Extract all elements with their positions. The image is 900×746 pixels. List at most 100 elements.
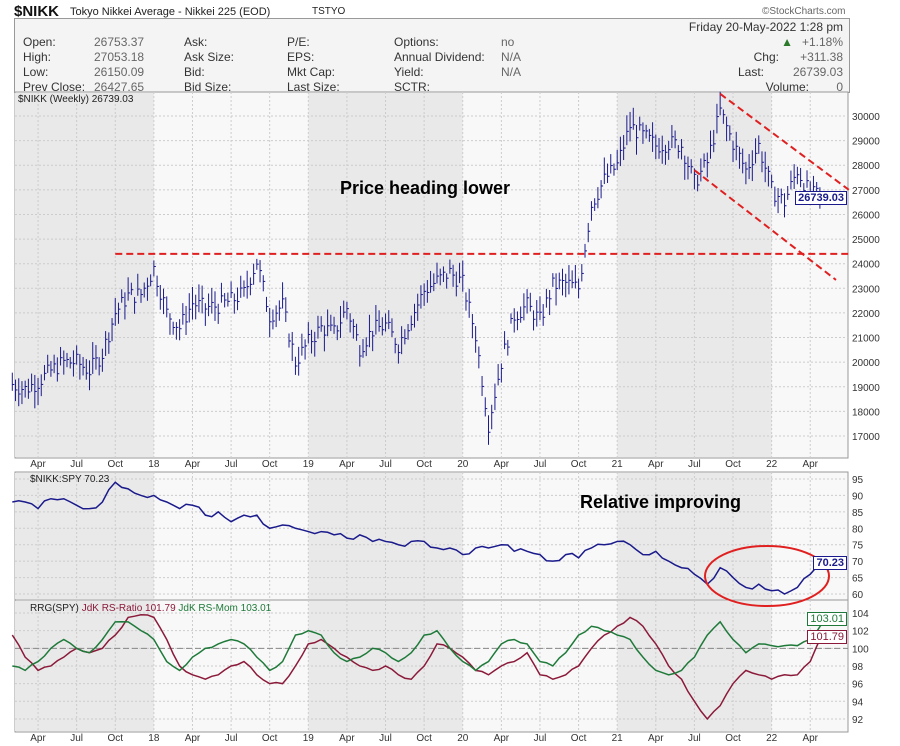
year-shade [15,93,154,457]
x-tick-label: Apr [648,459,664,470]
y-tick-label: 25000 [852,235,880,246]
x-tick-label: Apr [185,733,201,744]
relative-annotation: Relative improving [580,492,742,512]
x-tick-label: Apr [339,459,355,470]
y-tick-label: 29000 [852,137,880,148]
rs-mom-line [12,620,824,676]
ratio-rs-last-tag: 101.79 [807,630,847,644]
field-value: N/A [501,65,522,79]
year-shade [617,93,772,457]
x-tick-label: Oct [571,459,587,470]
x-tick-label: Oct [725,459,741,470]
y-tick-label: 26000 [852,210,880,221]
x-tick-label: Jul [534,733,547,744]
mom-last-tag: 103.01 [807,612,847,626]
y-tick-label: 70 [852,557,864,568]
x-tick-label: Apr [802,733,818,744]
x-tick-label: Oct [725,733,741,744]
nikk-spy-ratio-line [12,481,824,595]
chg-value: +311.38 [800,50,843,64]
field-label: P/E: [287,35,310,49]
volume-value: 0 [836,80,843,94]
x-tick-label: Oct [262,733,278,744]
x-tick-label: Jul [70,459,83,470]
field-label: Annual Dividend: [394,50,485,64]
rs-ratio-label: JdK RS-Ratio 101.79 [81,603,176,614]
field-label: Yield: [394,65,424,79]
x-tick-label: Oct [416,733,432,744]
brand-logo: ©StockCharts.com [762,6,846,17]
x-tick-label: Oct [571,733,587,744]
x-tick-label: Jul [379,459,392,470]
highlight-ellipse [704,545,830,607]
rrg-panel-title: RRG(SPY) JdK RS-Ratio 101.79 JdK RS-Mom … [30,603,271,614]
y-tick-label: 22000 [852,309,880,320]
exchange: TSTYO [312,6,346,17]
y-tick-label: 19000 [852,383,880,394]
x-tick-label: Apr [494,733,510,744]
field-label: Mkt Cap: [287,65,336,79]
field-value: 26150.09 [94,65,145,79]
x-tick-label: 19 [303,733,315,744]
field-value: 27053.18 [94,50,145,64]
field-label: Ask: [184,35,208,49]
field-label: SCTR: [394,80,430,94]
x-tick-label: 22 [766,459,778,470]
field-label: Bid Size: [184,80,232,94]
field-value: N/A [501,50,522,64]
price-panel-title: $NIKK (Weekly) 26739.03 [18,94,134,105]
pct-change: +1.18% [801,35,843,49]
field-label: EPS: [287,50,315,64]
x-tick-label: 18 [148,459,160,470]
y-tick-label: 17000 [852,432,880,443]
x-tick-label: 21 [612,733,624,744]
x-tick-label: 18 [148,733,160,744]
price-last-tag: 26739.03 [795,191,847,205]
y-tick-label: 100 [852,644,869,655]
y-tick-label: 20000 [852,358,880,369]
y-tick-label: 96 [852,680,864,691]
field-label: Bid: [184,65,205,79]
symbol: $NIKK [14,3,60,20]
security-name: Tokyo Nikkei Average - Nikkei 225 (EOD) [70,6,271,18]
field-label: High: [23,50,52,64]
x-tick-label: Apr [30,459,46,470]
x-tick-label: Apr [494,459,510,470]
x-tick-label: Jul [225,459,238,470]
x-tick-label: Jul [70,733,83,744]
x-tick-label: Apr [802,459,818,470]
x-tick-label: 20 [457,459,469,470]
field-label: Ask Size: [184,50,235,64]
field-value: no [501,35,515,49]
field-label: Open: [23,35,56,49]
y-tick-label: 102 [852,627,869,638]
field-value: 26753.37 [94,35,145,49]
x-tick-label: Oct [416,459,432,470]
y-tick-label: 28000 [852,161,880,172]
year-shade [308,93,463,457]
x-tick-label: Oct [107,733,123,744]
field-label: Last Size: [287,80,340,94]
trendline [693,169,837,281]
x-tick-label: Oct [262,459,278,470]
rs-mom-label: JdK RS-Mom 103.01 [178,603,272,614]
ratio-last-tag: 70.23 [813,556,847,570]
chg-label: Chg: [753,50,779,64]
y-tick-label: 80 [852,524,864,535]
x-tick-label: Apr [339,733,355,744]
y-tick-label: 18000 [852,407,880,418]
y-tick-label: 65 [852,574,864,585]
up-arrow-icon: ▲ [781,35,793,49]
y-tick-label: 23000 [852,284,880,295]
y-tick-label: 98 [852,662,864,673]
ratio-panel-title: $NIKK:SPY 70.23 [30,474,110,485]
x-tick-label: 19 [303,459,315,470]
y-tick-label: 27000 [852,186,880,197]
y-tick-label: 60 [852,590,864,601]
x-tick-label: 22 [766,733,778,744]
quote-date: Friday 20-May-2022 1:28 pm [688,20,843,34]
y-tick-label: 85 [852,508,864,519]
y-tick-label: 75 [852,541,864,552]
